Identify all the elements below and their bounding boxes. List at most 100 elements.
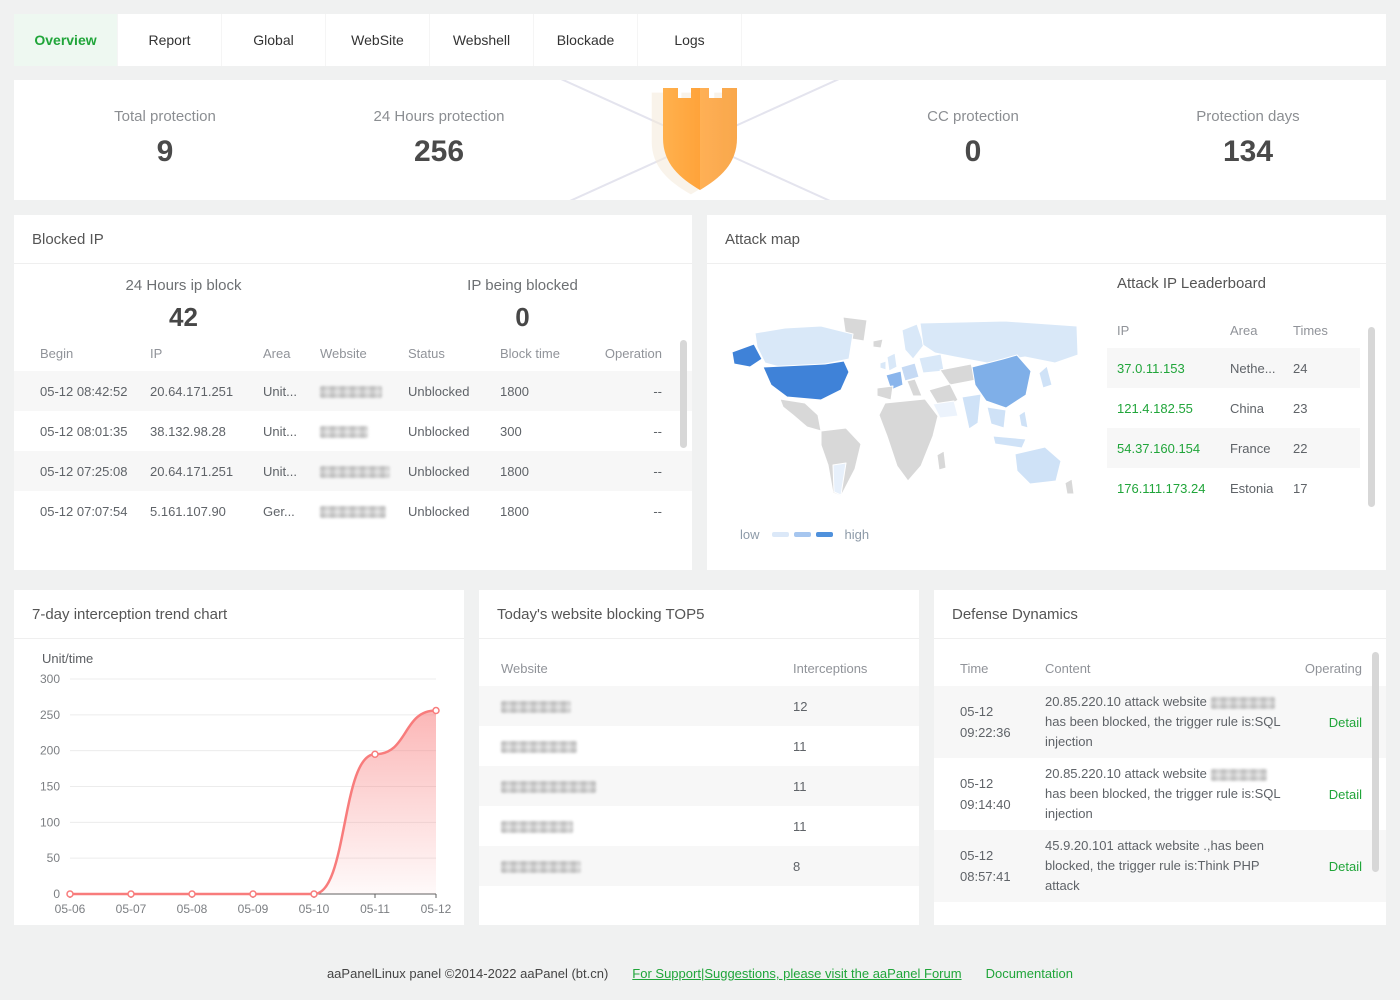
col-times: Times [1293,323,1328,338]
attacker-ip-link[interactable]: 37.0.11.153 [1117,360,1185,376]
cell-area: Unit... [263,383,297,399]
cell-begin: 05-12 08:01:35 [40,423,128,439]
stat-label: IP being blocked [467,277,578,294]
col-operating: Operating [1304,660,1362,676]
stat-label: CC protection [927,108,1019,125]
col-ip: IP [1117,323,1130,338]
world-map [731,316,1079,497]
forum-link[interactable]: For Support|Suggestions, please visit th… [632,966,962,981]
defense-scrollbar[interactable] [1372,652,1379,872]
leaderboard-header: IP Area Times [1107,313,1360,348]
cell-time: 05-12 09:14:40 [960,776,1011,812]
col-area: Area [1230,323,1258,338]
tab-global[interactable]: Global [222,14,326,66]
tab-webshell[interactable]: Webshell [430,14,534,66]
stat-value: 134 [1222,135,1274,168]
cell-interceptions: 12 [793,698,808,714]
svg-text:05-08: 05-08 [177,902,208,916]
cell-times: 17 [1293,480,1308,496]
cell-ip: 20.64.171.251 [150,383,234,399]
stat-cc-protection: CC protection 0 [833,108,1113,169]
documentation-link[interactable]: Documentation [985,966,1074,981]
censored-website [501,861,581,874]
panel-title: Blocked IP [14,215,692,264]
blocked-ip-scrollbar[interactable] [680,340,687,448]
detail-link[interactable]: Detail [1328,786,1362,802]
cell-operation: -- [653,383,662,399]
cell-begin: 05-12 07:07:54 [40,503,128,519]
stat-label: Total protection [114,108,216,125]
cell-status: Unblocked [408,463,470,479]
col-interceptions: Interceptions [793,660,868,676]
stat-value: 0 [515,302,530,332]
table-row: 176.111.173.24 Estonia 17 [1107,468,1360,508]
svg-text:250: 250 [40,708,60,722]
trend-line-chart: Unit/time 0 50 100 150 200 250 300 05-06 05-07 05… [40,651,452,916]
cell-block-time: 1800 [500,463,529,479]
legend-low-label: low [740,527,760,542]
cell-content: 20.85.220.10 attack website has been blo… [1045,766,1281,821]
stat-total-protection: Total protection 9 [25,108,305,169]
leaderboard-title: Attack IP Leaderboard [1117,275,1266,292]
cell-content: 20.85.220.10 attack website has been blo… [1045,694,1281,749]
tab-blockade[interactable]: Blockade [534,14,638,66]
map-color-legend: low high [740,527,869,542]
svg-text:150: 150 [40,780,60,794]
tab-logs[interactable]: Logs [638,14,742,66]
attack-map-panel: Attack map [707,215,1386,570]
cell-block-time: 1800 [500,503,529,519]
tab-website[interactable]: WebSite [326,14,430,66]
detail-link[interactable]: Detail [1328,858,1362,874]
censored-website [320,466,390,479]
table-row: 05-12 08:57:41 45.9.20.101 attack websit… [934,830,1386,902]
stat-protection-days: Protection days 134 [1108,108,1386,169]
stat-24h-protection: 24 Hours protection 256 [299,108,579,169]
cell-area: France [1230,440,1271,456]
attacker-ip-link[interactable]: 121.4.182.55 [1117,400,1193,416]
tab-overview[interactable]: Overview [14,14,118,66]
cell-area: Unit... [263,463,297,479]
cell-begin: 05-12 07:25:08 [40,463,128,479]
copyright-text: aaPanelLinux panel ©2014-2022 aaPanel (b… [326,966,609,981]
table-row: 11 [479,766,919,806]
col-content: Content [1045,660,1091,676]
table-row: 8 [479,846,919,886]
censored-website [501,781,596,794]
leaderboard-body: 37.0.11.153 Nethe... 24 121.4.182.55 Chi… [1107,348,1360,508]
table-row: 05-12 09:22:36 20.85.220.10 attack websi… [934,686,1386,758]
svg-text:50: 50 [47,851,61,865]
stat-label: Protection days [1196,108,1300,125]
cell-block-time: 300 [500,423,522,439]
protection-stats-bar: Total protection 9 24 Hours protection 2… [14,80,1386,200]
table-row: 37.0.11.153 Nethe... 24 [1107,348,1360,388]
detail-link[interactable]: Detail [1328,714,1362,730]
cell-operation: -- [653,503,662,519]
svg-text:300: 300 [40,672,60,686]
attacker-ip-link[interactable]: 176.111.173.24 [1117,480,1206,496]
cell-area: China [1230,400,1264,416]
legend-high-label: high [844,527,870,542]
stat-value: 0 [964,135,982,168]
cell-area: Estonia [1230,480,1274,496]
table-row: 05-12 09:14:40 20.85.220.10 attack websi… [934,758,1386,830]
col-ip: IP [150,345,163,361]
tab-report[interactable]: Report [118,14,222,66]
censored-website [501,701,571,714]
cell-area: Nethe... [1230,360,1276,376]
panel-title: 7-day interception trend chart [14,590,464,639]
attacker-ip-link[interactable]: 54.37.160.154 [1117,440,1201,456]
col-time: Time [960,660,989,676]
cell-begin: 05-12 08:42:52 [40,383,128,399]
y-axis-title: Unit/time [42,651,93,666]
table-row: 05-12 07:07:54 5.161.107.90 Ger... Unblo… [14,491,692,531]
cell-times: 22 [1293,440,1308,456]
cell-interceptions: 11 [793,818,807,834]
svg-text:100: 100 [40,815,60,829]
cell-operation: -- [653,423,662,439]
top5-body: 12 11 11 11 8 [479,686,919,886]
stat-label: 24 Hours ip block [125,277,242,294]
leaderboard-scrollbar[interactable] [1368,327,1375,507]
blocked-ip-table-header: Begin IP Area Website Status Block time … [14,335,692,371]
cell-ip: 20.64.171.251 [150,463,234,479]
